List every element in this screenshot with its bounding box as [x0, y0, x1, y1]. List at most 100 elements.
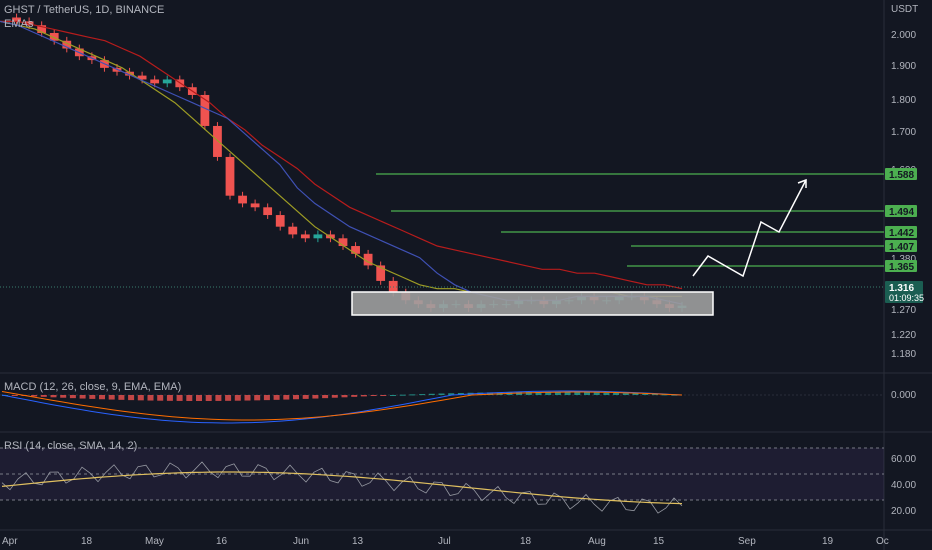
candle-body	[150, 79, 160, 84]
y-tick-label: 1.800	[891, 95, 916, 106]
macd-histogram-bar	[244, 395, 251, 401]
y-tick-label: 1.180	[891, 349, 916, 360]
rsi-sma-line	[1, 471, 683, 505]
macd-histogram-bar	[99, 395, 105, 400]
macd-histogram-bar	[254, 395, 261, 401]
x-tick-label: 18	[81, 536, 93, 547]
macd-tick-label: 0.000	[891, 390, 916, 401]
candle-body	[137, 75, 147, 80]
candle-body	[313, 234, 323, 239]
resistance-tag	[885, 240, 917, 252]
macd-histogram-bar	[622, 393, 629, 395]
candle-body	[125, 71, 134, 76]
macd-histogram-bar	[651, 394, 658, 396]
projection-arrowhead	[797, 178, 807, 188]
macd-histogram-bar	[176, 395, 183, 401]
y-tick-label: 1.220	[891, 330, 916, 341]
current-price-tag	[885, 281, 923, 303]
macd-histogram-bar	[50, 395, 57, 398]
x-tick-label: 13	[352, 536, 364, 547]
candle-body	[62, 40, 72, 49]
macd-histogram-bar	[428, 393, 435, 395]
macd-histogram-bar	[69, 395, 76, 399]
macd-histogram-bar	[118, 395, 125, 400]
macd-histogram-bar	[370, 395, 377, 396]
rsi-tick-label: 20.00	[891, 506, 916, 517]
x-tick-label: 16	[216, 536, 228, 547]
macd-histogram-bar	[341, 395, 348, 398]
macd-histogram-bar	[351, 395, 358, 397]
countdown-label: 01:09:35	[889, 293, 924, 303]
candle-body	[376, 265, 386, 281]
macd-histogram-bar	[79, 395, 86, 399]
candle-body	[250, 203, 260, 208]
macd-histogram-bar	[322, 395, 329, 399]
candle-body	[338, 238, 348, 247]
macd-histogram-bar	[128, 395, 135, 401]
macd-histogram-bar	[360, 395, 367, 397]
support-zone-box	[351, 291, 714, 316]
macd-histogram-bar	[545, 392, 552, 395]
candle-body	[363, 253, 373, 266]
rsi-tick-label: 60.00	[891, 454, 916, 465]
macd-histogram-bar	[11, 395, 18, 396]
resistance-tag	[885, 226, 917, 238]
macd-histogram-bar	[419, 394, 426, 396]
x-tick-label: Oc	[876, 536, 889, 547]
x-tick-label: Jul	[438, 536, 451, 547]
x-tick-label: Aug	[588, 536, 606, 547]
macd-histogram-bar	[331, 395, 338, 398]
macd-histogram-bar	[574, 392, 581, 395]
macd-histogram-bar	[234, 395, 241, 401]
y-tick-label: 2.000	[891, 30, 916, 41]
macd-histogram-bar	[457, 392, 464, 395]
x-tick-label: Apr	[2, 536, 18, 547]
candle-body	[12, 17, 21, 22]
macd-histogram-bar	[380, 395, 387, 396]
macd-histogram-bar	[399, 394, 406, 396]
chart-title: GHST / TetherUS, 1D, BINANCE	[4, 4, 165, 16]
rsi-line	[1, 461, 683, 514]
macd-histogram-bar	[60, 395, 67, 398]
x-tick-label: Jun	[293, 536, 309, 547]
resistance-tag-label: 1.494	[889, 207, 914, 218]
rsi-tick-label: 40.00	[891, 480, 916, 491]
resistance-tag	[885, 260, 917, 272]
macd-histogram-bar	[157, 395, 164, 401]
candle-body	[288, 226, 298, 235]
candle-body	[162, 79, 172, 84]
current-price-label: 1.316	[889, 283, 914, 294]
macd-histogram-bar	[448, 393, 455, 395]
y-tick-label: 1.700	[891, 127, 916, 138]
macd-histogram-bar	[661, 394, 668, 396]
macd-histogram-bar	[273, 395, 280, 400]
macd-signal-line	[1, 391, 683, 421]
macd-histogram-bar	[166, 395, 173, 401]
macd-histogram-bar	[632, 393, 639, 395]
y-tick-label: 1.270	[891, 305, 916, 316]
projection-path	[692, 179, 807, 278]
macd-histogram-bar	[283, 395, 290, 400]
ema-slow-line	[0, 20, 683, 290]
macd-histogram-bar	[525, 392, 532, 395]
candle-body	[351, 246, 360, 254]
ema-legend: EMAs	[4, 18, 34, 30]
macd-histogram-bar	[108, 395, 115, 400]
resistance-tag-label: 1.442	[889, 228, 914, 239]
macd-histogram-bar	[584, 392, 590, 395]
resistance-tag-label: 1.365	[889, 262, 914, 273]
candle-body	[24, 21, 34, 26]
resistance-tag	[885, 168, 917, 180]
y-tick-label: 1.900	[891, 61, 916, 72]
candle-body	[300, 234, 310, 239]
candle-body	[49, 32, 59, 41]
macd-histogram-bar	[147, 395, 154, 401]
x-tick-label: Sep	[738, 536, 756, 547]
macd-histogram-bar	[215, 395, 222, 401]
macd-histogram-bar	[564, 392, 571, 395]
x-tick-label: May	[145, 536, 164, 547]
macd-histogram-bar	[554, 392, 561, 395]
macd-histogram-bar	[89, 395, 96, 399]
macd-histogram-bar	[186, 395, 193, 401]
